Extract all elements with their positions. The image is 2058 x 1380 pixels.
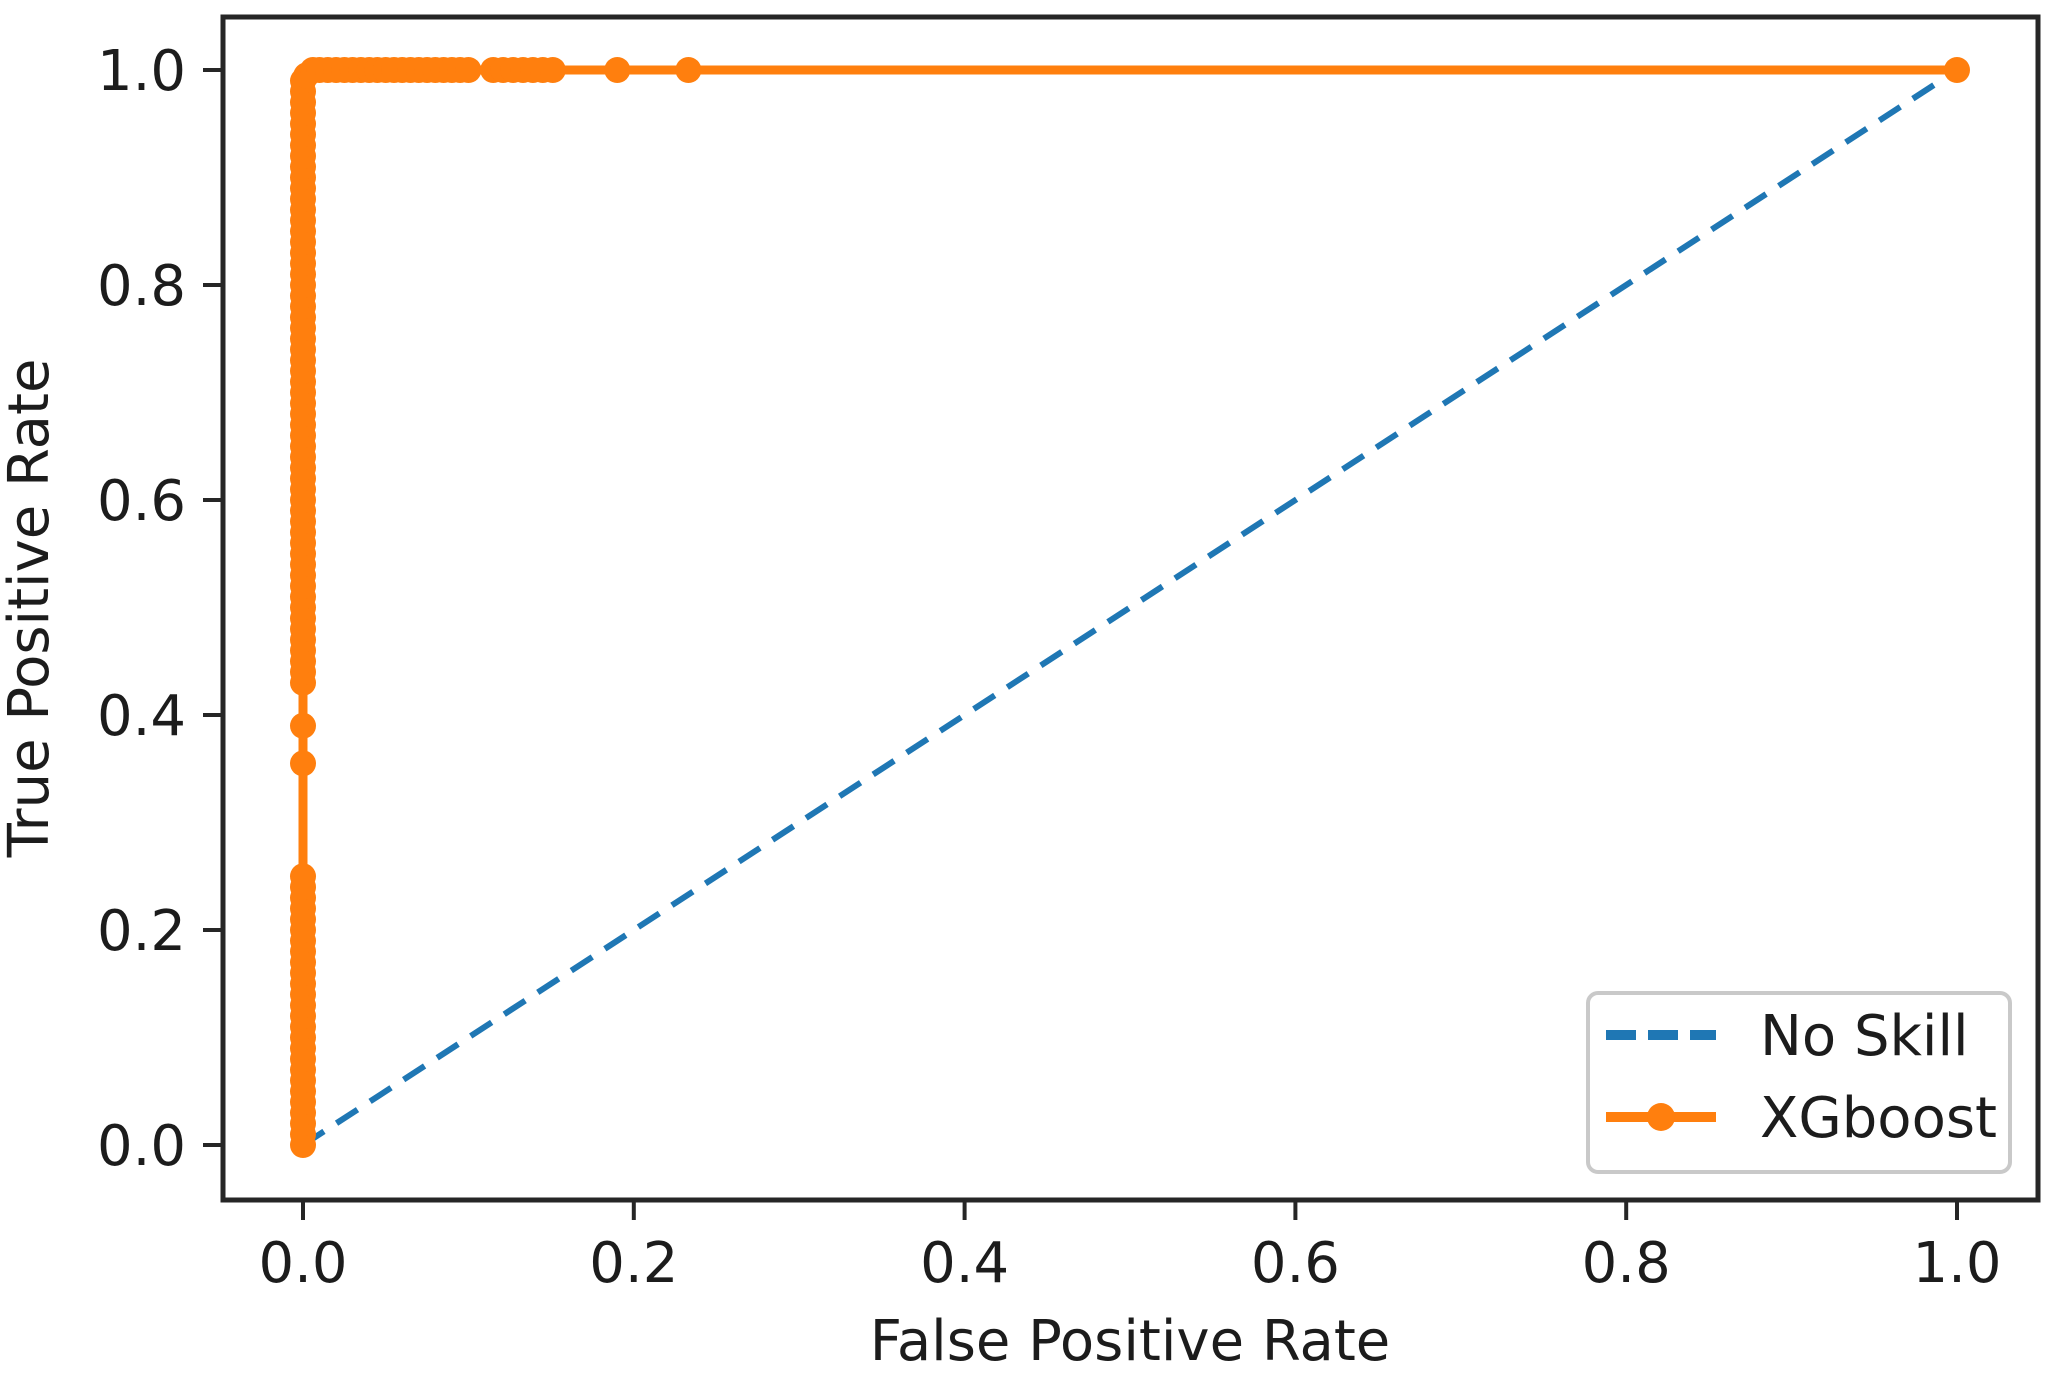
legend-label-no-skill: No Skill (1760, 1004, 1969, 1069)
xgboost-marker (290, 863, 316, 890)
plot-area-border (220, 14, 2041, 1203)
y-tick-label: 0.4 (97, 684, 186, 749)
xgboost-marker (539, 57, 566, 83)
xgboost-marker (455, 57, 482, 83)
y-tick-label: 0.8 (97, 254, 186, 319)
xgboost-marker (290, 750, 316, 777)
xgboost-marker (675, 57, 702, 83)
x-tick-label: 0.0 (258, 1231, 347, 1296)
legend-label-xgboost: XGboost (1760, 1086, 1997, 1151)
legend: No Skill XGboost (1586, 991, 2012, 1174)
xgboost-marker (604, 57, 631, 83)
series-layer (290, 57, 1970, 1158)
y-tick-label: 0.0 (97, 1114, 186, 1179)
y-tick-label: 1.0 (97, 39, 186, 104)
x-tick-label: 0.8 (1582, 1231, 1671, 1296)
no-skill-line (301, 67, 1959, 1148)
x-axis-label: False Positive Rate (870, 1309, 1390, 1374)
x-tick-label: 0.6 (1251, 1231, 1340, 1296)
y-axis-label: True Positive Rate (0, 359, 62, 859)
ticks-layer: 0.0 0.2 0.4 0.6 0.8 1.0 0.0 0.2 0.4 0.6 0.8 1.0 (97, 39, 2002, 1296)
legend-xgboost-marker-sample (1647, 1103, 1675, 1131)
y-tick-label: 0.2 (97, 899, 186, 964)
x-tick-label: 1.0 (1912, 1231, 2001, 1296)
y-tick-label: 0.6 (97, 469, 186, 534)
x-tick-label: 0.2 (589, 1231, 678, 1296)
xgboost-marker (290, 712, 316, 739)
x-tick-label: 0.4 (920, 1231, 1009, 1296)
xgboost-marker (1944, 57, 1970, 83)
